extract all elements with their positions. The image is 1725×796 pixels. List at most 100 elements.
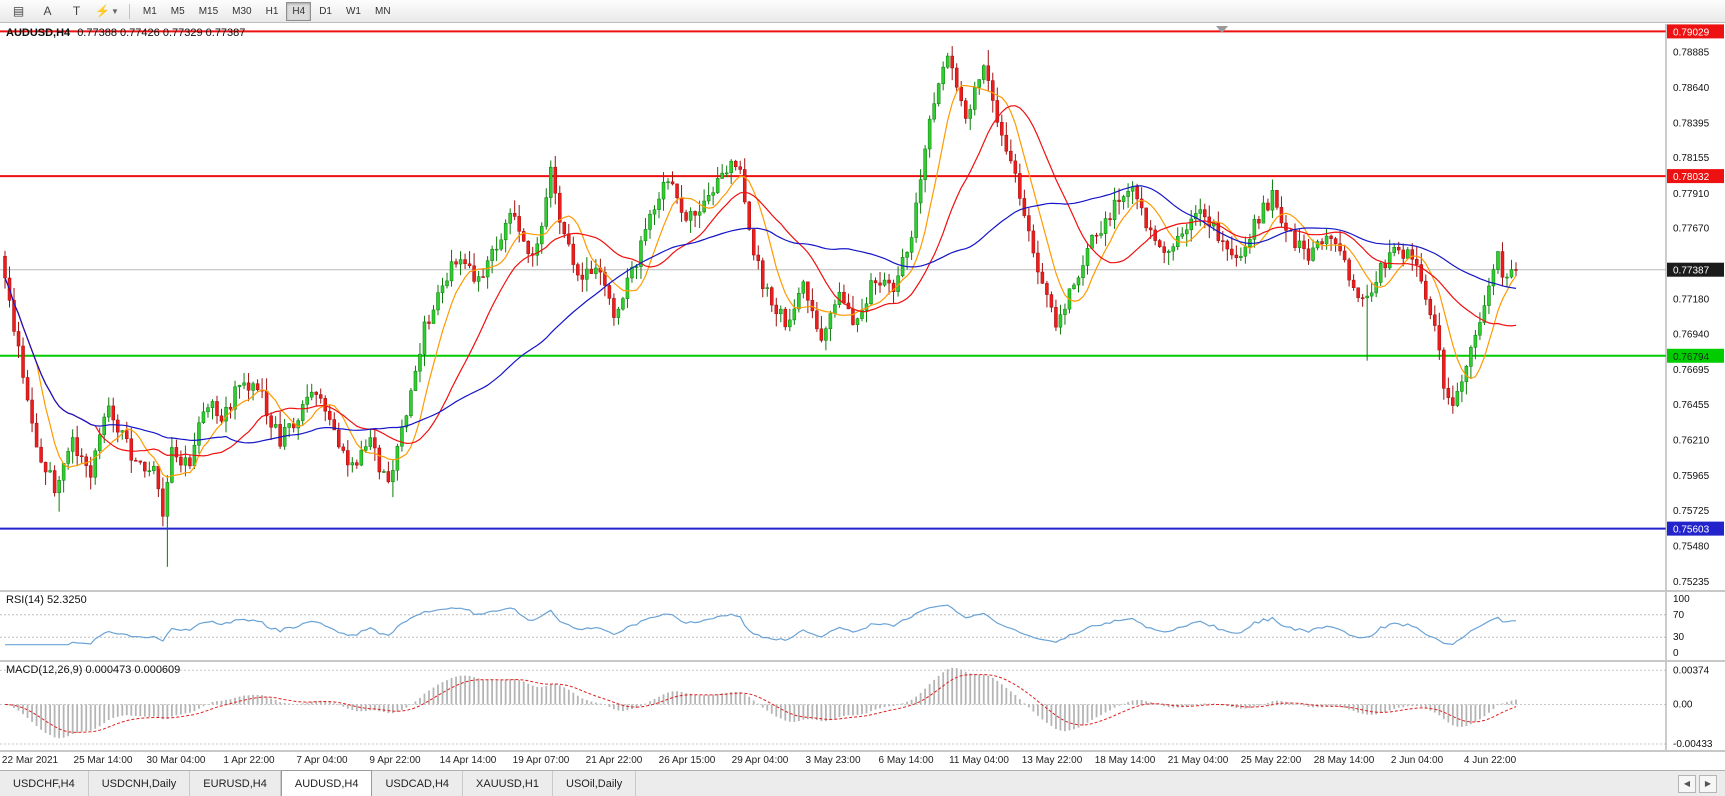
rsi-scale-30: 30 bbox=[1673, 632, 1685, 643]
price-chart[interactable]: 0.78885 0.78640 0.78395 0.78155 0.77910 0.776… bbox=[0, 24, 1725, 590]
timeframe-button-MN[interactable]: MN bbox=[374, 5, 391, 17]
time-axis[interactable]: 22 Mar 2021 25 Mar 14:00 30 Mar 04:00 1 Apr… bbox=[0, 752, 1725, 770]
price-tick-label: 0.75480 bbox=[1673, 541, 1710, 552]
svg-text:0.78032: 0.78032 bbox=[1673, 172, 1710, 183]
macd-scale-max: 0.00374 bbox=[1673, 665, 1710, 676]
time-label: 19 Apr 07:00 bbox=[512, 755, 570, 766]
timeframe-button-M1[interactable]: M1 bbox=[142, 5, 157, 17]
svg-text:0.75603: 0.75603 bbox=[1673, 525, 1710, 536]
price-tick-label: 0.78155 bbox=[1673, 153, 1710, 164]
time-label: 9 Apr 22:00 bbox=[369, 755, 421, 766]
chart-tab-usdcad-h4[interactable]: USDCAD,H4 bbox=[372, 771, 464, 796]
time-label: 29 Apr 04:00 bbox=[731, 755, 789, 766]
price-tick-label: 0.77180 bbox=[1673, 295, 1710, 306]
label-annotation-icon[interactable]: T bbox=[72, 4, 81, 18]
timeframe-button-M15[interactable]: M15 bbox=[198, 5, 219, 17]
chart-ohlc-values: 0.77388 0.77426 0.77329 0.77387 bbox=[77, 27, 246, 39]
time-label: 21 Apr 22:00 bbox=[585, 755, 643, 766]
price-tick-label: 0.77670 bbox=[1673, 224, 1710, 235]
chart-title: AUDUSD,H4 0.77388 0.77426 0.77329 0.77387 bbox=[6, 27, 245, 39]
rsi-scale-70: 70 bbox=[1673, 610, 1685, 621]
price-level-tag-0.76794: 0.76794 bbox=[1667, 348, 1724, 363]
macd-indicator-panel[interactable]: 0.00374 0.00 -0.00433 bbox=[0, 662, 1725, 750]
time-label: 30 Mar 04:00 bbox=[146, 755, 206, 766]
price-level-tag-0.79029: 0.79029 bbox=[1667, 24, 1724, 39]
timeframe-button-D1[interactable]: D1 bbox=[319, 5, 332, 17]
svg-text:0.79029: 0.79029 bbox=[1673, 27, 1710, 38]
timeframe-button-H4[interactable]: H4 bbox=[286, 1, 312, 21]
chart-symbol-label: AUDUSD,H4 bbox=[6, 27, 71, 39]
svg-text:0.77387: 0.77387 bbox=[1673, 266, 1710, 277]
candlestick-series bbox=[3, 46, 1518, 567]
time-label: 6 May 14:00 bbox=[878, 755, 934, 766]
time-label: 26 Apr 15:00 bbox=[658, 755, 716, 766]
rsi-indicator-panel[interactable]: 100 70 30 0 bbox=[0, 592, 1725, 660]
time-label: 22 Mar 2021 bbox=[1, 755, 59, 766]
ma-line-21 bbox=[4, 105, 1517, 457]
price-tick-label: 0.75235 bbox=[1673, 577, 1710, 588]
chart-tab-xauusd-h1[interactable]: XAUUSD,H1 bbox=[463, 771, 553, 796]
price-tick-label: 0.76455 bbox=[1673, 400, 1710, 411]
rsi-scale-0: 0 bbox=[1673, 648, 1679, 659]
chart-tab-usdchf-h4[interactable]: USDCHF,H4 bbox=[0, 771, 89, 796]
svg-text:0.76794: 0.76794 bbox=[1673, 352, 1710, 363]
chart-tab-usdcnh-daily[interactable]: USDCNH,Daily bbox=[89, 771, 191, 796]
price-tick-label: 0.78885 bbox=[1673, 47, 1710, 58]
time-label: 2 Jun 04:00 bbox=[1390, 755, 1444, 766]
time-label: 7 Apr 04:00 bbox=[296, 755, 348, 766]
price-tick-label: 0.78395 bbox=[1673, 118, 1710, 129]
time-label: 18 May 14:00 bbox=[1094, 755, 1156, 766]
timeframe-button-M5[interactable]: M5 bbox=[170, 5, 185, 17]
price-level-tag-0.78032: 0.78032 bbox=[1667, 169, 1724, 184]
timeframe-button-M30[interactable]: M30 bbox=[232, 5, 252, 17]
timeframe-button-W1[interactable]: W1 bbox=[345, 5, 361, 17]
time-label: 3 May 23:00 bbox=[805, 755, 861, 766]
time-label: 4 Jun 22:00 bbox=[1463, 755, 1517, 766]
price-tick-label: 0.78640 bbox=[1673, 83, 1710, 94]
price-tick-label: 0.75965 bbox=[1673, 471, 1710, 482]
chart-shift-marker-icon[interactable] bbox=[1216, 26, 1228, 33]
text-annotation-icon[interactable]: A bbox=[43, 4, 52, 18]
chart-tabs: USDCHF,H4 USDCNH,Daily EURUSD,H4 AUDUSD,H4 U… bbox=[0, 770, 637, 796]
chart-tab-bar: USDCHF,H4 USDCNH,Daily EURUSD,H4 AUDUSD,H4 U… bbox=[0, 770, 1725, 796]
price-tick-label: 0.76695 bbox=[1673, 365, 1710, 376]
chart-windows-icon[interactable]: ▤ bbox=[12, 4, 25, 18]
panel-splitter[interactable] bbox=[0, 590, 1725, 592]
quick-order-icon[interactable]: ⚡ ▼ bbox=[95, 4, 119, 18]
top-toolbar: ▤ A T ⚡ ▼ M1 M5 M15 M30 H1 H4 D1 W1 MN bbox=[0, 0, 1725, 23]
chart-tab-audusd-h4[interactable]: AUDUSD,H4 bbox=[280, 770, 373, 796]
time-label: 25 Mar 14:00 bbox=[73, 755, 133, 766]
price-tick-label: 0.75725 bbox=[1673, 506, 1710, 517]
toolbar-separator bbox=[128, 3, 130, 19]
current-price-tag: 0.77387 bbox=[1667, 262, 1724, 277]
price-tick-label: 0.76940 bbox=[1673, 330, 1710, 341]
chart-tab-eurusd-h4[interactable]: EURUSD,H4 bbox=[190, 771, 281, 796]
time-label: 13 May 22:00 bbox=[1021, 755, 1083, 766]
time-label: 11 May 04:00 bbox=[949, 755, 1009, 766]
timeframe-button-H1[interactable]: H1 bbox=[265, 5, 279, 17]
price-axis[interactable] bbox=[1667, 24, 1725, 590]
timeframe-toolbar: M1 M5 M15 M30 H1 H4 D1 W1 MN bbox=[136, 1, 398, 21]
macd-label: MACD(12,26,9) 0.000473 0.000609 bbox=[6, 664, 181, 676]
rsi-scale-100: 100 bbox=[1673, 594, 1690, 605]
ma-line-50 bbox=[4, 185, 1517, 444]
panel-splitter[interactable] bbox=[0, 660, 1725, 662]
panel-splitter[interactable] bbox=[0, 750, 1725, 752]
price-tick-label: 0.76210 bbox=[1673, 436, 1710, 447]
time-label: 14 Apr 14:00 bbox=[439, 755, 497, 766]
time-label: 25 May 22:00 bbox=[1240, 755, 1302, 766]
chart-tab-usoil-daily[interactable]: USOil,Daily bbox=[553, 771, 637, 796]
dropdown-caret-icon: ▼ bbox=[110, 6, 119, 16]
price-tick-label: 0.77910 bbox=[1673, 189, 1710, 200]
macd-histogram bbox=[8, 667, 1517, 739]
tab-scroll-right-icon[interactable]: ▶ bbox=[1699, 774, 1717, 793]
macd-scale-min: -0.00433 bbox=[1673, 739, 1713, 750]
time-label: 21 May 04:00 bbox=[1167, 755, 1229, 766]
macd-scale-zero: 0.00 bbox=[1673, 699, 1693, 710]
rsi-label: RSI(14) 52.3250 bbox=[6, 594, 87, 606]
tab-scroll-left-icon[interactable]: ◀ bbox=[1678, 774, 1696, 793]
rsi-line bbox=[5, 604, 1516, 646]
price-level-tag-0.75603: 0.75603 bbox=[1667, 521, 1724, 536]
tab-scroll-arrows: ◀ ▶ bbox=[1678, 771, 1725, 796]
